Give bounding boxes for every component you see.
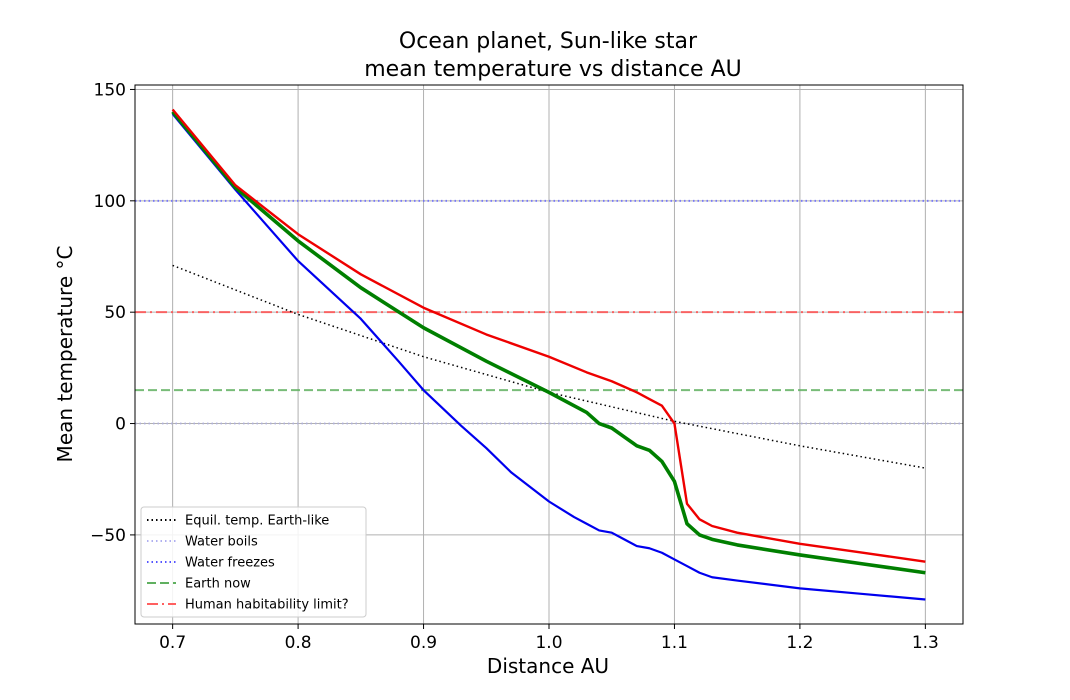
series-line: [171, 113, 926, 601]
y-tick-label: 0: [115, 415, 126, 435]
legend: Equil. temp. Earth-like Water boils Water …: [140, 506, 367, 618]
x-tick-label: 1.2: [786, 633, 813, 653]
x-tick-label: 1.1: [661, 633, 688, 653]
legend-label: Earth now: [185, 577, 251, 592]
reference-lines: [135, 199, 963, 425]
chart-title-line2: mean temperature vs distance AU: [364, 57, 742, 82]
y-axis: 150 100 50 0 −50: [90, 80, 135, 546]
x-tick-label: 1.3: [912, 633, 939, 653]
chart-title-line1: Ocean planet, Sun-like star: [399, 29, 698, 54]
x-tick-label: 0.8: [285, 633, 312, 653]
x-axis: 0.7 0.8 0.9 1.0 1.1 1.2 1.3: [159, 624, 939, 653]
legend-label: Equil. temp. Earth-like: [185, 514, 329, 529]
y-tick-label: 150: [94, 80, 126, 100]
y-tick-label: 100: [94, 192, 126, 212]
y-axis-label: Mean temperature °C: [53, 246, 77, 463]
y-tick-label: 50: [104, 303, 126, 323]
x-axis-label: Distance AU: [487, 654, 609, 678]
legend-label: Water freezes: [185, 556, 275, 571]
series-line: [171, 108, 926, 563]
x-tick-label: 0.7: [159, 633, 186, 653]
x-tick-label: 1.0: [535, 633, 562, 653]
series-lines: [171, 108, 926, 601]
y-tick-label: −50: [90, 526, 126, 546]
legend-label: Human habitability limit?: [185, 598, 349, 613]
legend-box: [140, 506, 367, 618]
x-tick-label: 0.9: [410, 633, 437, 653]
legend-label: Water boils: [185, 535, 258, 550]
series-line: [171, 110, 926, 575]
